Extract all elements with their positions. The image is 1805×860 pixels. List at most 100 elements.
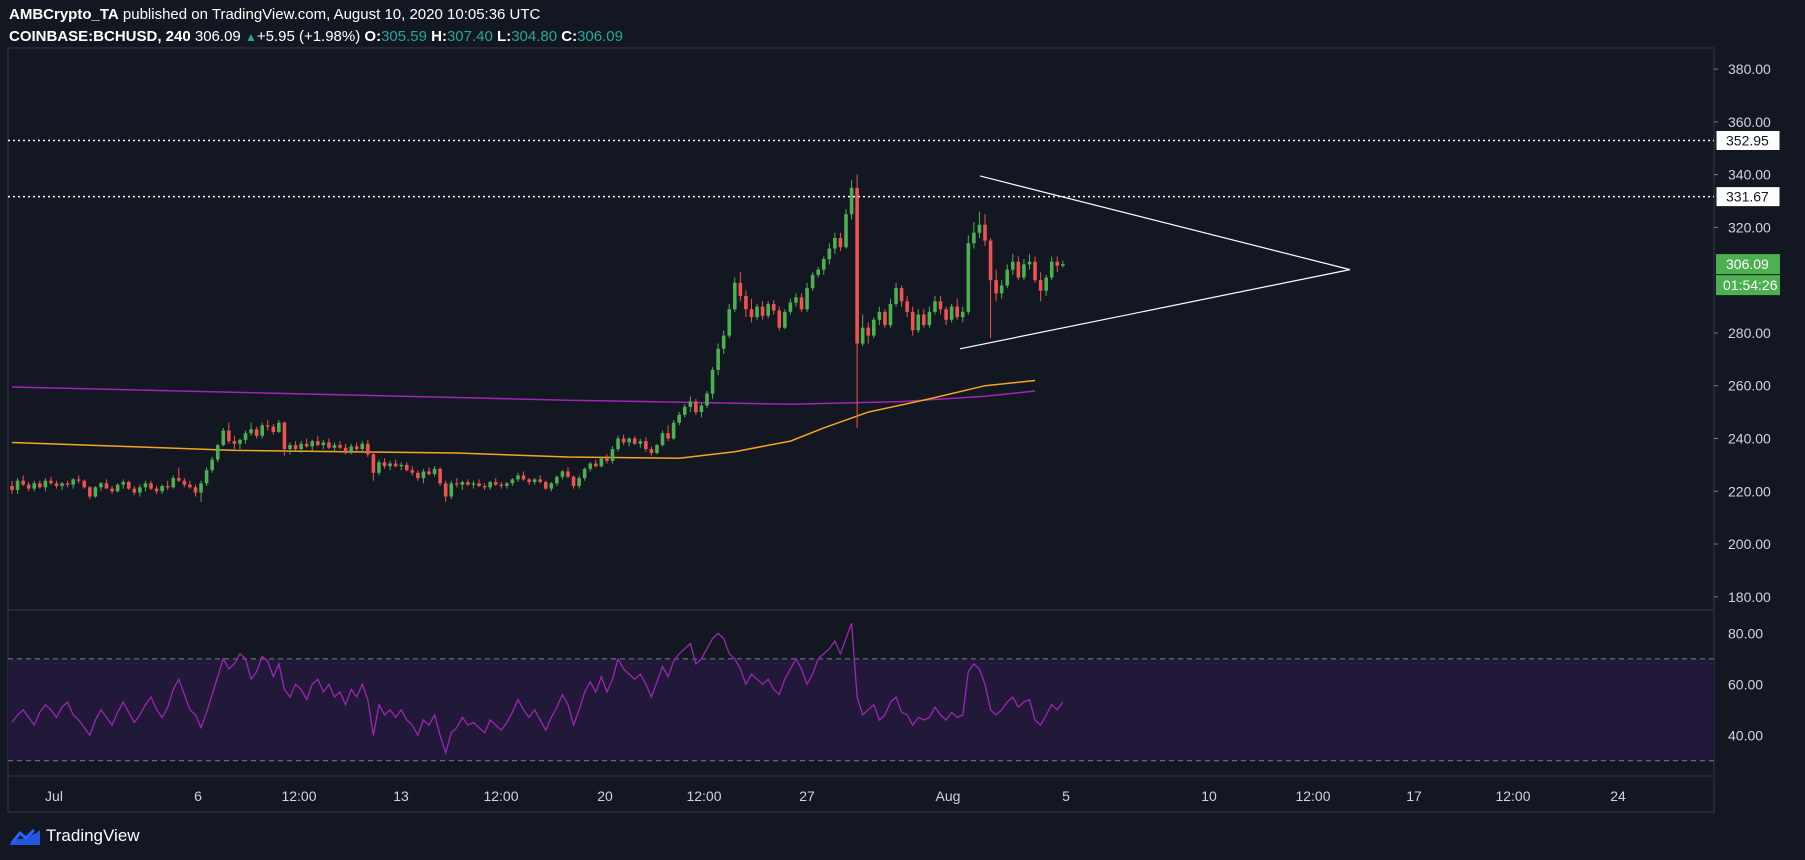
candle-body bbox=[1027, 261, 1032, 265]
candle-body bbox=[838, 237, 843, 248]
candle-body bbox=[427, 471, 431, 475]
candle-body bbox=[682, 406, 687, 415]
candle-body bbox=[21, 480, 25, 485]
time-tick-label: 13 bbox=[393, 788, 409, 804]
candle-body bbox=[710, 369, 715, 394]
candle-body bbox=[521, 475, 526, 480]
candle-body bbox=[755, 306, 759, 318]
price-tick-label: 280.00 bbox=[1728, 325, 1771, 341]
candle-body bbox=[955, 306, 959, 318]
symbol-legend: COINBASE:BCHUSD, 240 306.09 ▲+5.95 (+1.9… bbox=[9, 28, 623, 45]
horizontal-levels bbox=[8, 139, 1714, 198]
candle-body bbox=[777, 310, 782, 328]
candle-body bbox=[922, 314, 926, 326]
candle-body bbox=[132, 488, 137, 493]
candle-body bbox=[588, 463, 593, 469]
countdown-label: 01:54:26 bbox=[1723, 277, 1778, 293]
candle-body bbox=[65, 483, 70, 485]
candle-body bbox=[810, 274, 815, 289]
candle-body bbox=[393, 463, 398, 467]
candle-body bbox=[799, 297, 804, 310]
rsi-tick-label: 40.00 bbox=[1728, 727, 1763, 743]
candle-body bbox=[443, 483, 448, 497]
candle-body bbox=[215, 445, 220, 460]
candle-body bbox=[771, 303, 776, 311]
rsi-line bbox=[11, 622, 1064, 756]
candle-body bbox=[960, 311, 965, 318]
low-label: L: bbox=[497, 28, 512, 45]
candle-body bbox=[299, 443, 303, 450]
candle-body bbox=[860, 327, 865, 344]
candle-body bbox=[60, 483, 64, 486]
time-tick-label: 6 bbox=[194, 788, 202, 804]
candle-body bbox=[738, 282, 743, 297]
candle-body bbox=[1011, 261, 1015, 270]
time-tick-label: 12:00 bbox=[686, 788, 721, 804]
candle-body bbox=[288, 445, 292, 450]
candle-body bbox=[577, 478, 581, 486]
candle-body bbox=[549, 483, 554, 489]
candle-body bbox=[171, 478, 176, 488]
time-tick-label: 24 bbox=[1610, 788, 1626, 804]
candle-body bbox=[377, 462, 381, 473]
candle-body bbox=[749, 309, 754, 318]
candle-body bbox=[883, 311, 887, 326]
time-tick-label: 20 bbox=[597, 788, 613, 804]
candle-body bbox=[432, 468, 437, 475]
candle-body bbox=[582, 468, 587, 479]
candle-body bbox=[221, 430, 226, 446]
candle-body bbox=[371, 454, 376, 473]
price-change: +5.95 (+1.98%) bbox=[256, 28, 361, 45]
candle-body bbox=[471, 483, 476, 485]
candle-body bbox=[49, 480, 53, 484]
candle-body bbox=[644, 441, 648, 450]
tradingview-logo-icon bbox=[10, 828, 40, 845]
candle-body bbox=[833, 237, 837, 249]
candle-body bbox=[182, 480, 187, 485]
rsi-tick-label: 60.00 bbox=[1728, 676, 1763, 692]
time-tick-label: 17 bbox=[1406, 788, 1422, 804]
last-price-label: 306.09 bbox=[1726, 256, 1769, 272]
candle-body bbox=[821, 259, 826, 270]
price-tick-label: 340.00 bbox=[1728, 167, 1771, 183]
symbol-name[interactable]: COINBASE:BCHUSD, 240 bbox=[9, 28, 191, 45]
candle-body bbox=[466, 482, 470, 485]
tradingview-logo[interactable]: TradingView bbox=[10, 826, 140, 846]
time-tick-label: 12:00 bbox=[1295, 788, 1330, 804]
candle-body bbox=[366, 443, 370, 455]
triangle-upper-line bbox=[979, 175, 1351, 271]
candle-body bbox=[482, 485, 487, 488]
candle-body bbox=[783, 311, 787, 328]
candle-body bbox=[671, 422, 676, 439]
candle-body bbox=[638, 441, 643, 444]
candle-body bbox=[282, 422, 287, 450]
price-tick-label: 180.00 bbox=[1728, 589, 1771, 605]
triangle-lower-line bbox=[959, 269, 1351, 350]
candle-body bbox=[438, 468, 442, 484]
candle-body bbox=[1038, 280, 1043, 291]
candle-body bbox=[972, 232, 976, 244]
candle-body bbox=[71, 479, 75, 485]
rsi-tick-label: 80.00 bbox=[1728, 625, 1763, 641]
candle-body bbox=[849, 187, 854, 215]
candle-body bbox=[983, 224, 987, 241]
candle-body bbox=[271, 426, 276, 432]
time-tick-label: 12:00 bbox=[483, 788, 518, 804]
candle-body bbox=[988, 240, 993, 281]
candle-body bbox=[316, 441, 320, 446]
candle-body bbox=[332, 445, 337, 448]
candle-body bbox=[15, 480, 20, 490]
candle-body bbox=[694, 401, 698, 413]
candle-body bbox=[621, 438, 626, 443]
candle-body bbox=[594, 463, 598, 467]
candle-body bbox=[1055, 261, 1060, 266]
candle-body bbox=[354, 446, 359, 450]
high-value: 307.40 bbox=[446, 28, 493, 45]
candle-body bbox=[227, 430, 231, 442]
candle-body bbox=[277, 422, 281, 432]
candle-body bbox=[516, 475, 520, 480]
candle-body bbox=[126, 482, 131, 489]
candle-body bbox=[93, 487, 98, 497]
publisher-name[interactable]: AMBCrypto_TA bbox=[9, 6, 119, 23]
